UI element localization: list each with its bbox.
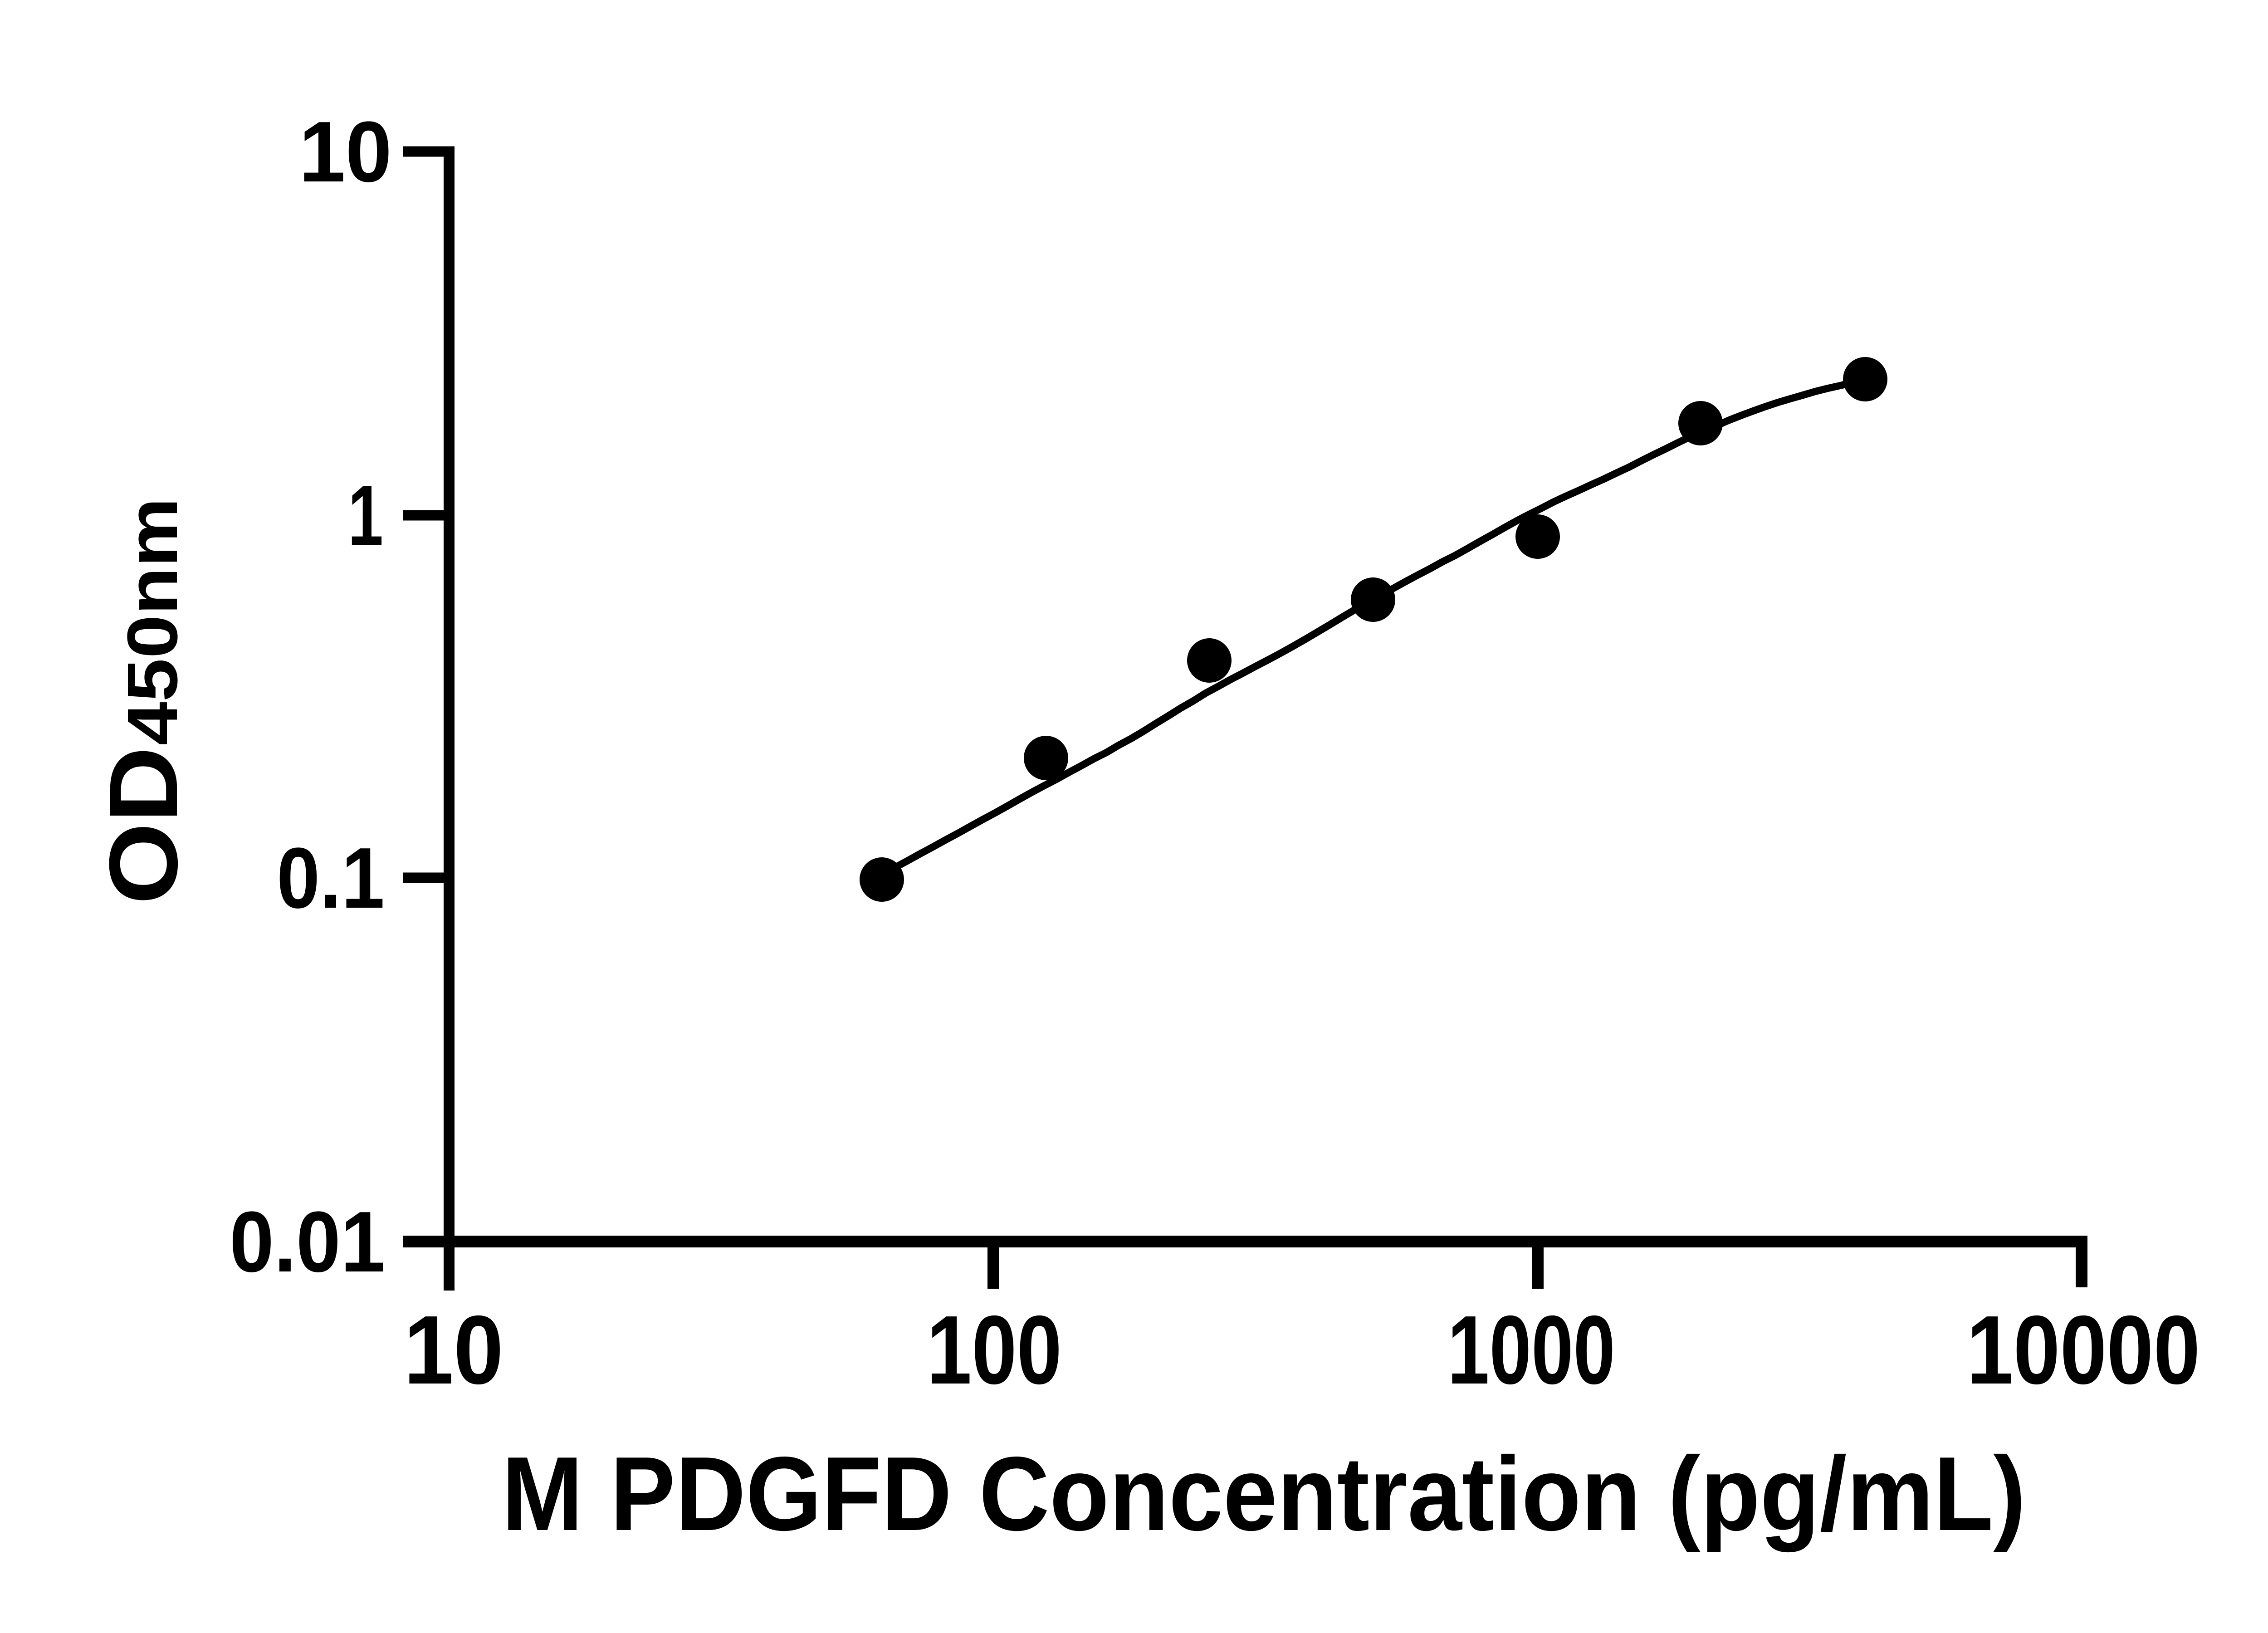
svg-text:0.01: 0.01 <box>230 1194 385 1290</box>
svg-text:100: 100 <box>927 1295 1062 1404</box>
svg-text:OD: OD <box>89 747 198 905</box>
svg-text:1000: 1000 <box>1447 1295 1615 1404</box>
svg-text:450nm: 450nm <box>113 498 192 745</box>
svg-text:M PDGFD Concentration (pg/mL): M PDGFD Concentration (pg/mL) <box>502 1435 2026 1553</box>
svg-text:10: 10 <box>404 1295 503 1404</box>
svg-text:10000: 10000 <box>1967 1295 2200 1404</box>
svg-text:10: 10 <box>299 104 392 200</box>
svg-text:0.1: 0.1 <box>277 830 385 926</box>
svg-text:1: 1 <box>348 468 383 564</box>
